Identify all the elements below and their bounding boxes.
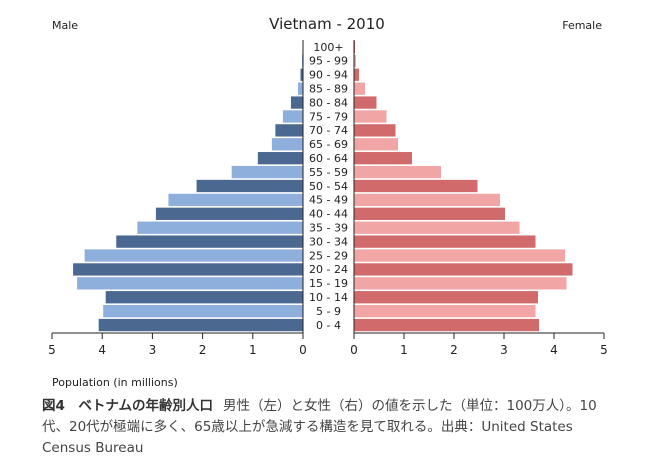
male-bar-75-79 [282, 110, 303, 123]
female-bar-5-9 [354, 304, 536, 318]
female-bar-85-89 [354, 82, 365, 95]
male-bar-65-69 [271, 138, 303, 151]
male-bar-40-44 [155, 207, 303, 220]
female-bar-35-39 [354, 221, 520, 234]
age-group-label: 60 - 64 [309, 152, 348, 165]
caption-lead: 図4 ベトナムの年齢別人口 [42, 398, 213, 414]
age-group-label: 15 - 19 [309, 277, 348, 290]
male-bar-15-19 [77, 277, 303, 290]
age-group-label: 75 - 79 [309, 110, 348, 123]
male-bar-25-29 [84, 249, 303, 262]
female-bar-70-74 [354, 124, 396, 137]
x-tick-label: 0 [350, 343, 358, 357]
age-group-label: 55 - 59 [309, 166, 348, 179]
female-bar-15-19 [354, 277, 567, 290]
age-group-label: 45 - 49 [309, 194, 348, 207]
x-tick-label: 3 [500, 343, 508, 357]
male-bars [73, 40, 304, 332]
male-bar-95-99 [301, 54, 303, 68]
x-tick-label: 2 [450, 343, 458, 357]
female-bar-45-49 [354, 193, 500, 207]
age-group-label: 40 - 44 [309, 208, 348, 221]
male-bar-60-64 [257, 152, 303, 165]
male-bar-0-4 [98, 318, 303, 332]
x-axis-title: Population (in millions) [52, 376, 178, 389]
male-bar-70-74 [275, 124, 303, 137]
caption-text: 男性（左）と女性（右）の値を示した（単位：100万人）。10代、20代が極端に多… [42, 398, 597, 456]
age-group-label: 30 - 34 [309, 235, 348, 248]
female-bar-80-84 [354, 96, 377, 109]
male-bar-85-89 [297, 82, 303, 95]
x-axes: 0 0 1 1 2 2 3 3 4 4 5 5 [48, 40, 608, 357]
x-tick-label: 5 [600, 343, 608, 357]
male-bar-90-94 [300, 68, 303, 81]
male-bar-55-59 [231, 165, 303, 179]
age-group-label: 85 - 89 [309, 82, 348, 95]
x-tick-label: 5 [48, 343, 56, 357]
male-bar-50-54 [196, 179, 303, 193]
female-bar-60-64 [354, 152, 412, 165]
male-side-label: Male [52, 19, 78, 32]
female-bar-10-14 [354, 291, 538, 304]
x-tick-label: 1 [400, 343, 408, 357]
female-bar-20-24 [354, 263, 573, 276]
female-bar-0-4 [354, 318, 539, 332]
male-bar-45-49 [168, 193, 303, 207]
age-group-label: 100+ [313, 41, 343, 54]
figure-caption: 図4 ベトナムの年齢別人口 男性（左）と女性（右）の値を示した（単位：100万人）… [42, 396, 622, 459]
age-group-label: 20 - 24 [309, 263, 348, 276]
female-bar-75-79 [354, 110, 387, 123]
x-tick-label: 2 [199, 343, 207, 357]
age-group-label: 95 - 99 [309, 55, 348, 68]
female-bar-95-99 [354, 54, 356, 68]
chart-title: Vietnam - 2010 [269, 15, 385, 33]
age-group-label: 25 - 29 [309, 249, 348, 262]
age-group-label: 80 - 84 [309, 96, 348, 109]
female-bars [354, 40, 573, 332]
age-group-label: 50 - 54 [309, 180, 348, 193]
male-bar-10-14 [105, 291, 304, 304]
x-tick-label: 0 [299, 343, 307, 357]
x-tick-label: 1 [249, 343, 257, 357]
female-bar-65-69 [354, 138, 398, 151]
female-bar-50-54 [354, 179, 478, 193]
male-bar-35-39 [137, 221, 303, 234]
male-bar-5-9 [103, 304, 303, 318]
female-bar-25-29 [354, 249, 565, 262]
age-group-label: 5 - 9 [316, 305, 341, 318]
female-side-label: Female [562, 19, 602, 32]
age-group-label: 70 - 74 [309, 124, 348, 137]
female-bar-90-94 [354, 68, 359, 81]
x-tick-label: 4 [550, 343, 558, 357]
female-bar-30-34 [354, 235, 536, 248]
female-bar-40-44 [354, 207, 505, 220]
age-group-label: 65 - 69 [309, 138, 348, 151]
age-group-label: 0 - 4 [316, 319, 341, 332]
age-group-label: 10 - 14 [309, 291, 348, 304]
female-bar-55-59 [354, 165, 441, 179]
male-bar-80-84 [290, 96, 303, 109]
x-tick-label: 4 [98, 343, 106, 357]
x-tick-label: 3 [149, 343, 157, 357]
male-bar-30-34 [116, 235, 303, 248]
population-pyramid-chart: Vietnam - 2010 Male Female 100+95 - 9990… [48, 15, 608, 389]
age-group-label: 90 - 94 [309, 69, 348, 82]
age-group-label: 35 - 39 [309, 222, 348, 235]
male-bar-20-24 [73, 263, 303, 276]
